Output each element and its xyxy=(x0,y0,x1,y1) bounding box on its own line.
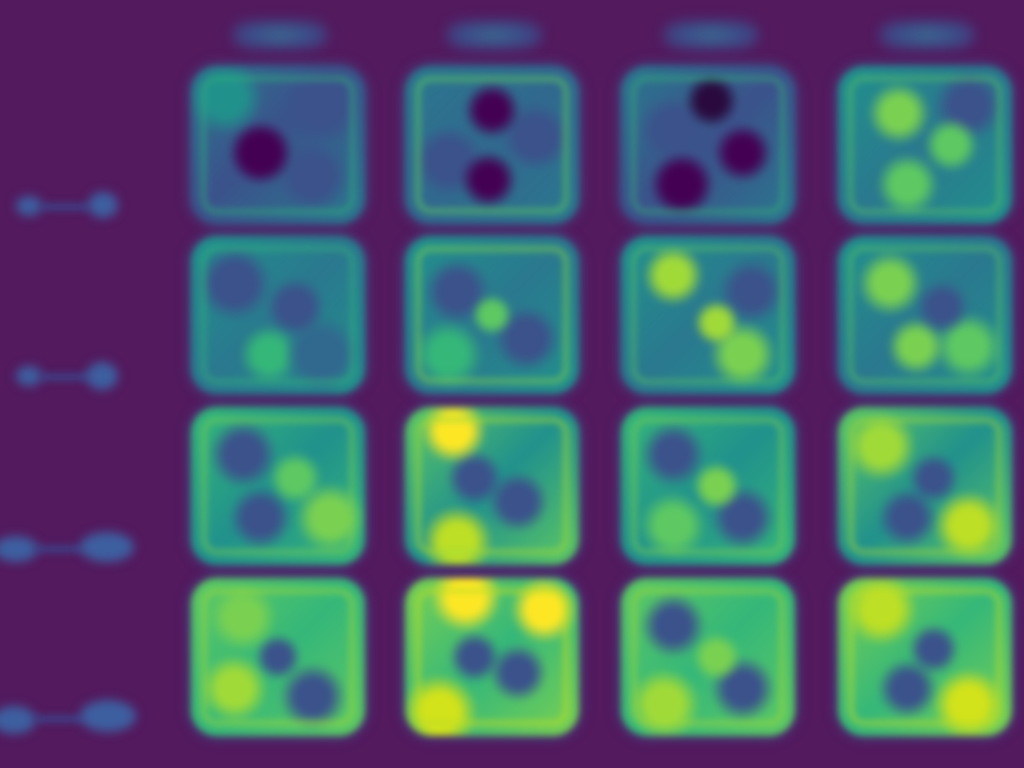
heatmap-panel-r1-c1 xyxy=(191,66,365,224)
heatmap-panel-r1-c2 xyxy=(405,66,579,224)
row-label-4-molecule-icon xyxy=(0,696,150,740)
row-label-1-molecule-icon xyxy=(0,186,150,230)
heatmap-panel-r2-c4 xyxy=(838,236,1012,394)
column-header-4 xyxy=(840,14,1014,56)
column-header-2 xyxy=(407,14,581,56)
column-header-4-text xyxy=(879,20,975,50)
column-header-3-text xyxy=(663,20,759,50)
column-header-3 xyxy=(624,14,798,56)
heatmap-panel-r2-c3 xyxy=(621,236,795,394)
heatmap-panel-r4-c3 xyxy=(621,578,795,736)
row-label-2-molecule-icon xyxy=(0,356,150,400)
column-header-1 xyxy=(193,14,367,56)
heatmap-panel-r4-c4 xyxy=(838,578,1012,736)
heatmap-panel-r3-c3 xyxy=(621,407,795,565)
heatmap-panel-r3-c4 xyxy=(838,407,1012,565)
heatmap-panel-r4-c2 xyxy=(405,578,579,736)
heatmap-panel-r3-c1 xyxy=(191,407,365,565)
column-header-2-text xyxy=(446,20,542,50)
heatmap-panel-r4-c1 xyxy=(191,578,365,736)
heatmap-panel-r2-c2 xyxy=(405,236,579,394)
heatmap-panel-r3-c2 xyxy=(405,407,579,565)
column-header-1-text xyxy=(232,20,328,50)
heatmap-panel-r1-c4 xyxy=(838,66,1012,224)
heatmap-panel-r1-c3 xyxy=(621,66,795,224)
row-label-3-molecule-icon xyxy=(0,526,150,570)
heatmap-panel-r2-c1 xyxy=(191,236,365,394)
